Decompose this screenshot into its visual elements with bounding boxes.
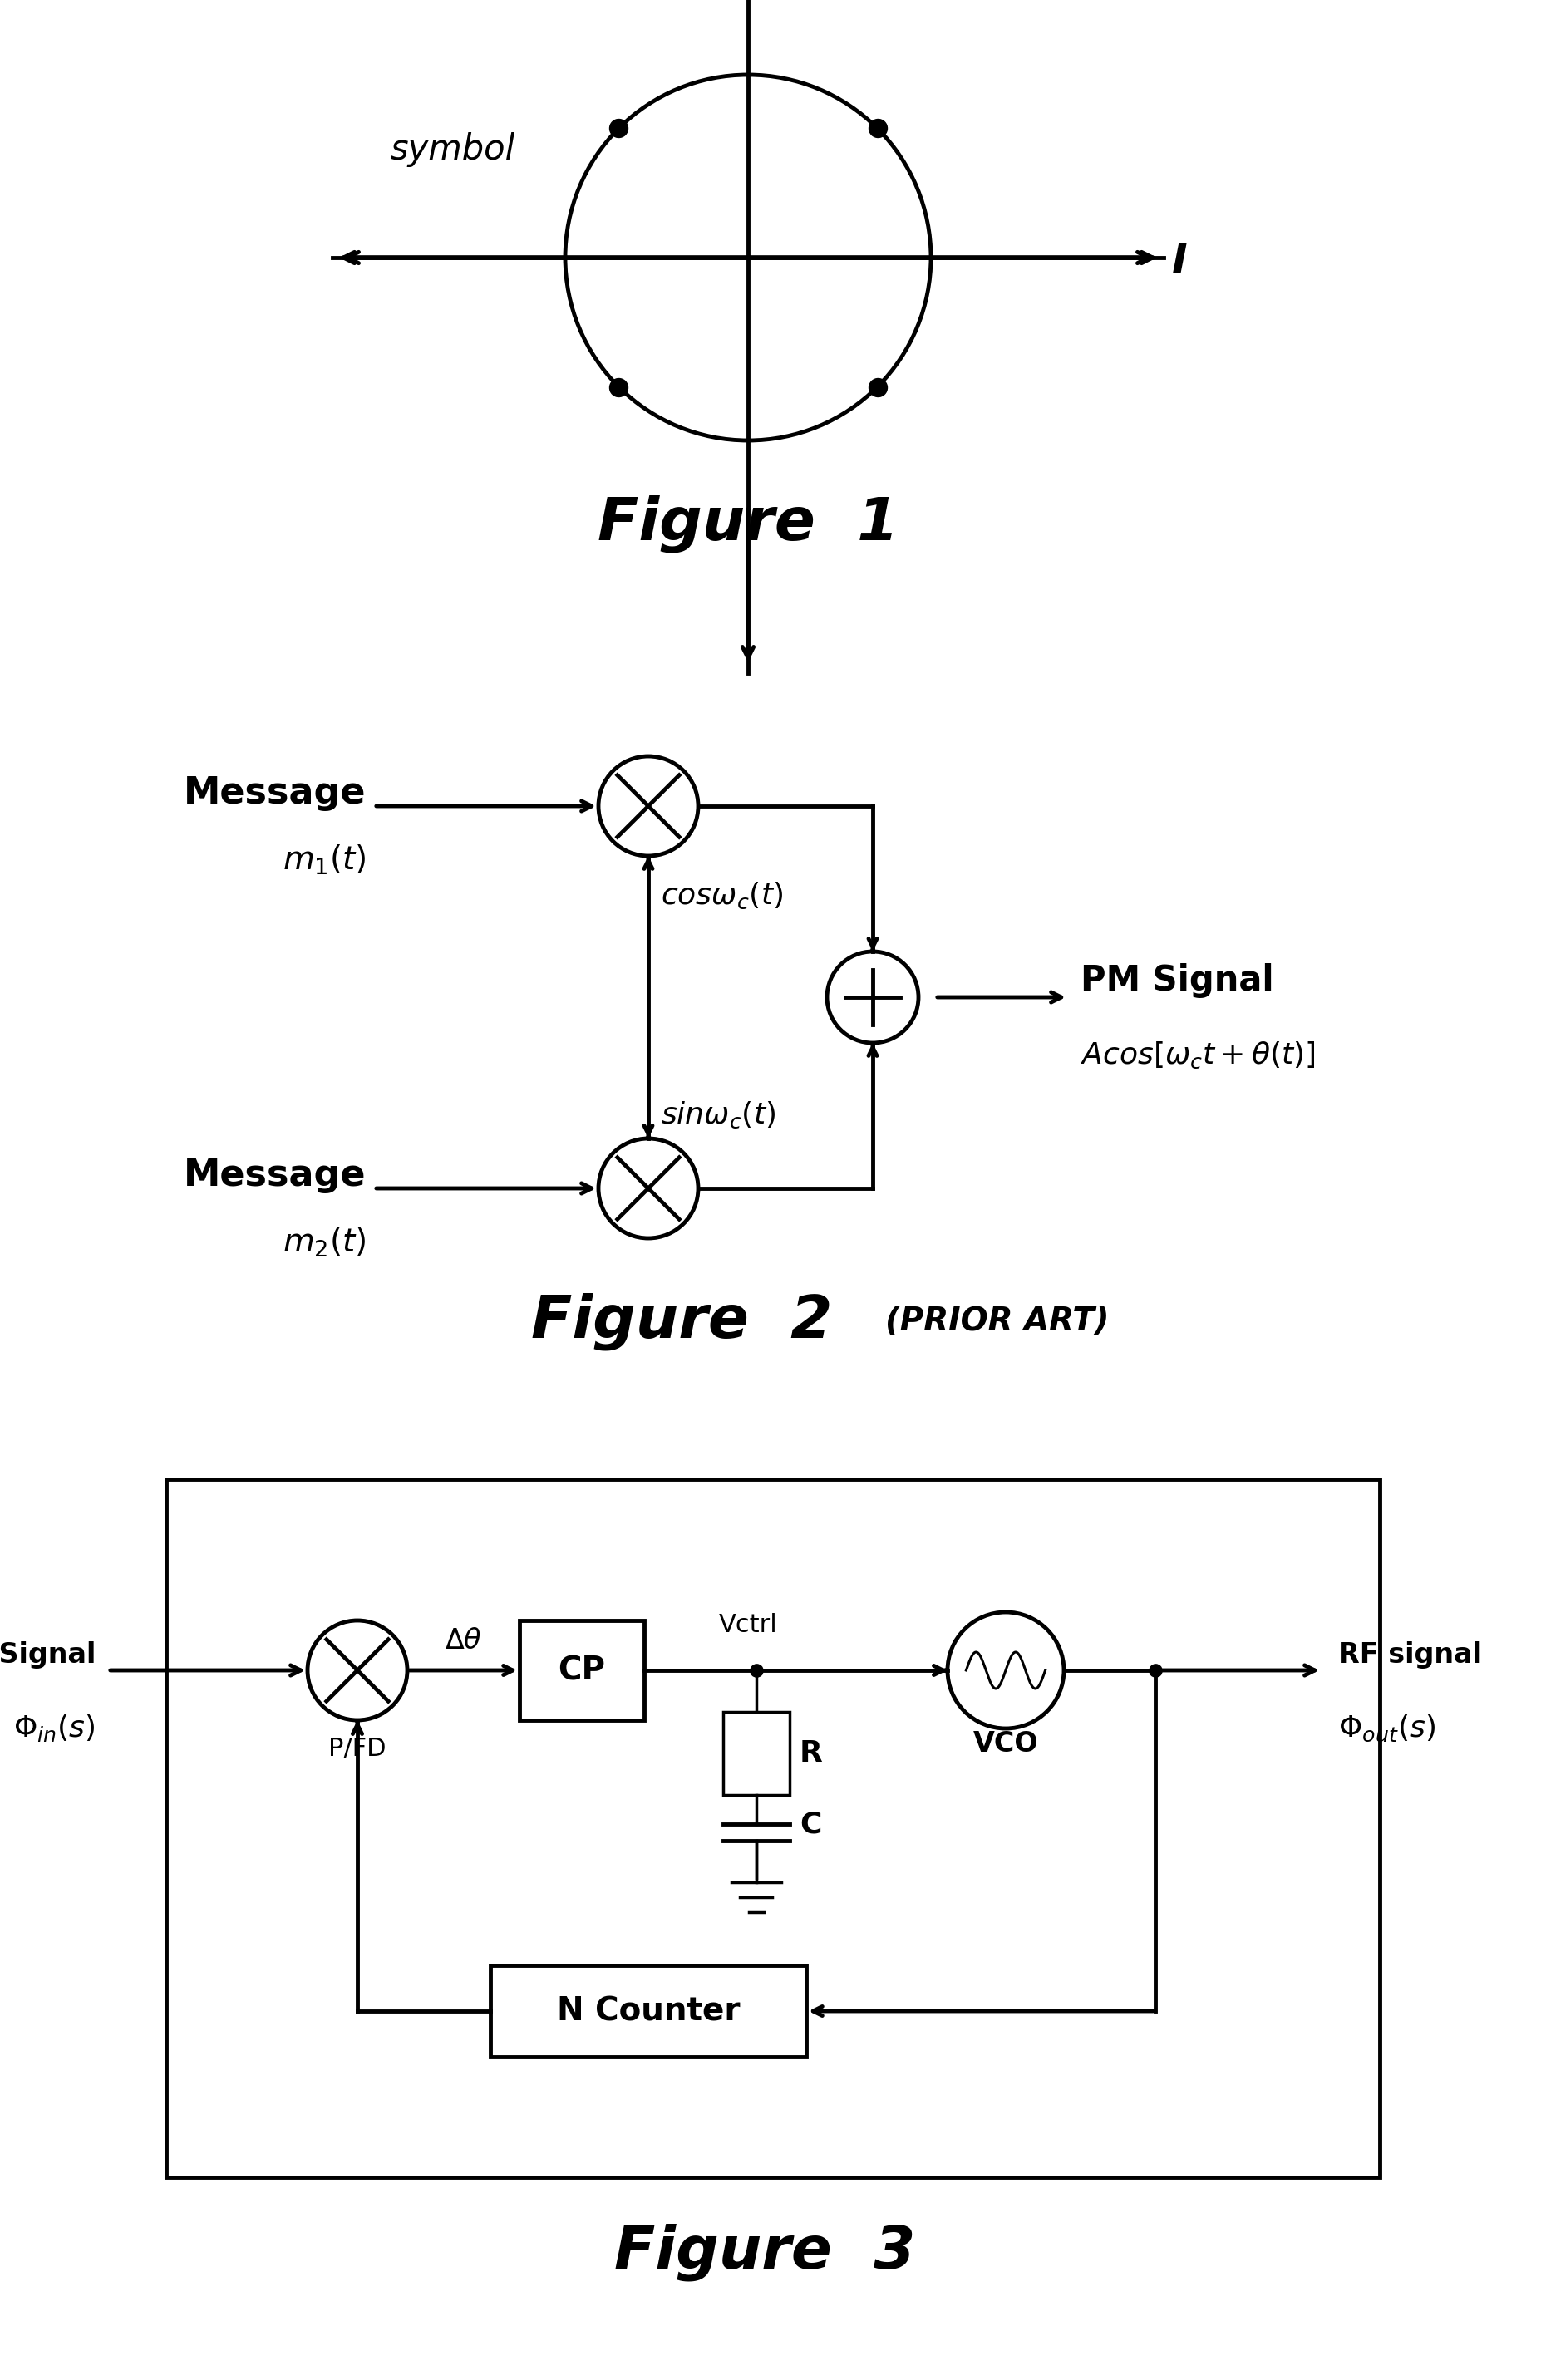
Text: N Counter: N Counter — [556, 1994, 740, 2028]
Text: VCO: VCO — [972, 1730, 1039, 1756]
Bar — [490, 1966, 806, 2056]
Text: $\Delta\theta$: $\Delta\theta$ — [444, 1628, 481, 1654]
Text: C: C — [800, 1809, 821, 1837]
Text: R: R — [800, 1740, 823, 1768]
Bar — [166, 1480, 1379, 2178]
Text: Message: Message — [183, 776, 365, 812]
Text: symbol: symbol — [390, 133, 515, 167]
Text: Figure  1: Figure 1 — [598, 495, 898, 552]
Text: $sin\omega_c(t)$: $sin\omega_c(t)$ — [661, 1100, 775, 1131]
Bar — [519, 1621, 644, 1721]
Text: I: I — [1173, 243, 1188, 281]
Point — [1143, 1652, 1168, 1690]
Bar — [723, 1711, 789, 1795]
Text: $\Phi_{out}(s)$: $\Phi_{out}(s)$ — [1338, 1714, 1436, 1745]
Point — [607, 109, 632, 148]
Point — [865, 369, 889, 407]
Point — [607, 369, 632, 407]
Text: $m_1(t)$: $m_1(t)$ — [282, 843, 365, 876]
Text: $m_2(t)$: $m_2(t)$ — [282, 1226, 365, 1259]
Text: $cos\omega_c(t)$: $cos\omega_c(t)$ — [661, 881, 783, 912]
Text: (PRIOR ART): (PRIOR ART) — [885, 1307, 1110, 1338]
Text: $Acos[\omega_c t+\theta(t)]$: $Acos[\omega_c t+\theta(t)]$ — [1080, 1040, 1316, 1071]
Text: Figure  3: Figure 3 — [613, 2223, 915, 2280]
Text: Vctrl: Vctrl — [718, 1614, 778, 1637]
Point — [865, 109, 889, 148]
Text: CP: CP — [558, 1654, 606, 1685]
Text: $\Phi_{in}(s)$: $\Phi_{in}(s)$ — [14, 1714, 96, 1745]
Text: Figure  2: Figure 2 — [532, 1292, 832, 1349]
Text: P/FD: P/FD — [328, 1737, 387, 1761]
Text: Ref Signal: Ref Signal — [0, 1642, 96, 1668]
Text: Message: Message — [183, 1159, 365, 1195]
Point — [744, 1652, 769, 1690]
Text: PM Signal: PM Signal — [1080, 964, 1274, 997]
Text: RF signal: RF signal — [1338, 1642, 1482, 1668]
